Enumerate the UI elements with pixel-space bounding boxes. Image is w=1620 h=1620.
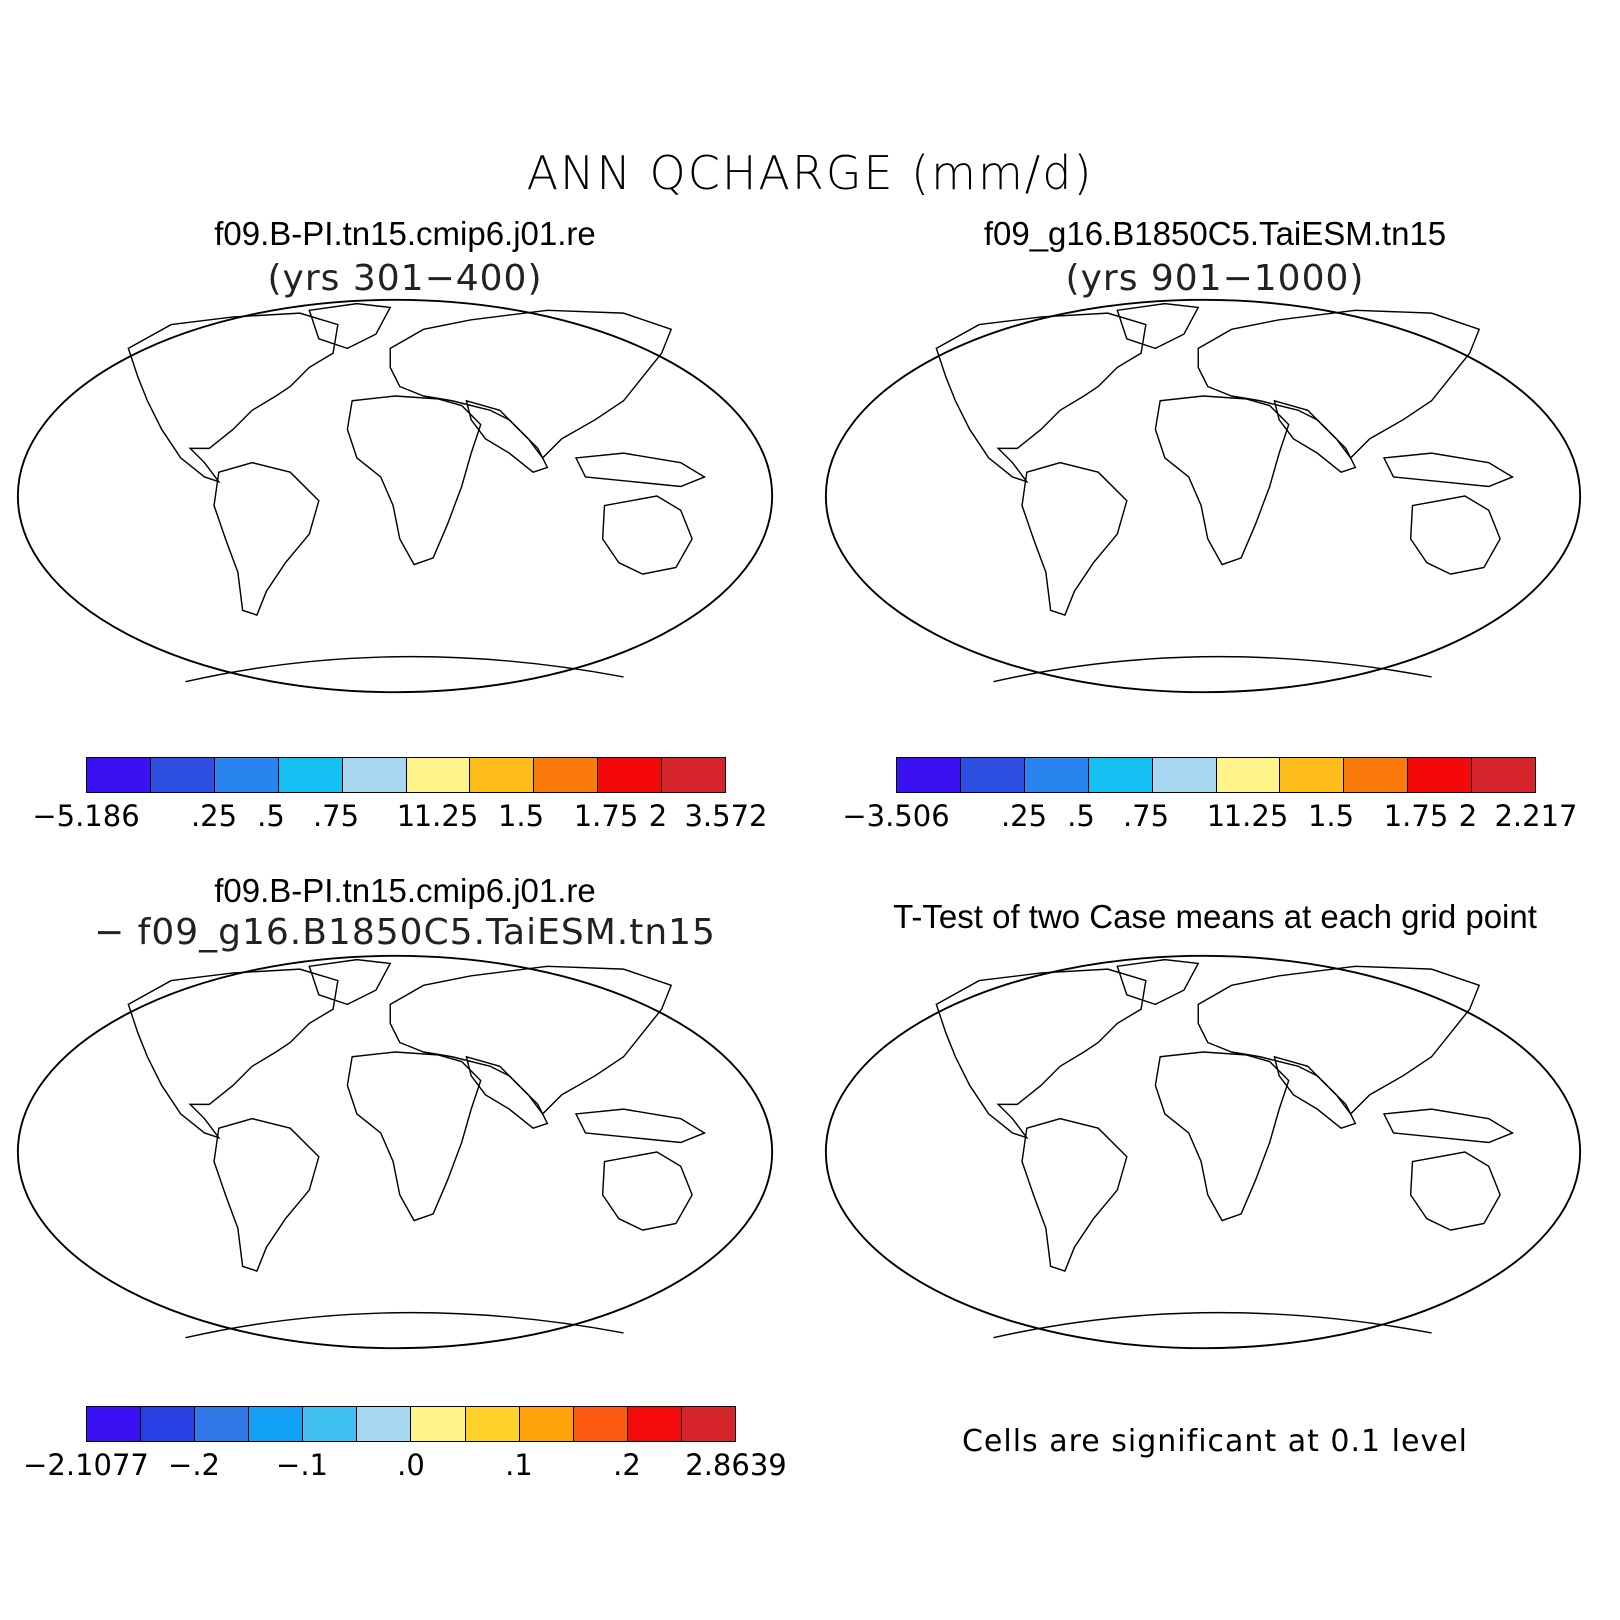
top-left-colorbar-swatch <box>149 758 214 792</box>
ttest-map <box>824 954 1582 1350</box>
bottom-left-colorbar-tick-label: −.1 <box>276 1448 328 1482</box>
bottom-left-colorbar-swatch <box>248 1407 303 1441</box>
top-right-colorbar-tick-label: 1.5 <box>1307 799 1355 833</box>
bottom-left-colorbar-swatch <box>87 1407 141 1441</box>
top-left-colorbar: −5.186 .25 .5 .75 1 1.25 1.5 1.75 2 3.572 <box>32 757 768 837</box>
page-title: ANN QCHARGE (mm/d) <box>526 146 1094 200</box>
top-right-colorbar-swatch <box>1087 758 1152 792</box>
top-right-case-name: f09_g16.B1850C5.TaiESM.tn15 <box>983 215 1447 252</box>
top-left-colorbar-swatch <box>87 758 150 792</box>
top-left-colorbar-tick-label: 1.75 <box>573 799 639 833</box>
bottom-left-map <box>16 954 774 1350</box>
top-right-colorbar-tick-label: 2.217 <box>1494 799 1578 833</box>
ttest-title: T-Test of two Case means at each grid po… <box>893 898 1537 935</box>
bottom-left-colorbar-swatch <box>356 1407 411 1441</box>
top-left-colorbar-swatch <box>277 758 342 792</box>
top-left-colorbar-swatch <box>661 758 726 792</box>
significance-note: Cells are significant at 0.1 level <box>961 1424 1468 1459</box>
top-right-years: (yrs 901−1000) <box>1065 258 1365 299</box>
top-left-colorbar-swatch <box>341 758 406 792</box>
top-left-colorbar-swatch <box>469 758 534 792</box>
bottom-left-colorbar-swatch <box>680 1407 735 1441</box>
top-left-map <box>16 298 774 694</box>
top-right-colorbar-swatch <box>1343 758 1408 792</box>
top-right-colorbar-tick-label: .75 <box>1122 799 1170 833</box>
bottom-left-colorbar-swatch <box>518 1407 573 1441</box>
top-right-colorbar-tick-label: 2 <box>1458 799 1478 833</box>
bottom-left-colorbar: −2.1077 −.2 −.1 .0 .1 .2 2.8639 <box>23 1406 787 1486</box>
top-left-colorbar-tick-label: −5.186 <box>32 799 140 833</box>
top-right-colorbar-tick-label: .25 <box>1000 799 1048 833</box>
top-right-colorbar-tick-label: 1.75 <box>1383 799 1449 833</box>
bottom-left-colorbar-swatch <box>194 1407 249 1441</box>
top-right-colorbar-swatch <box>897 758 960 792</box>
top-left-colorbar-tick-label: .5 <box>257 799 285 833</box>
bottom-left-colorbar-tick-label: .0 <box>397 1448 425 1482</box>
bottom-left-case-name: f09.B-PI.tn15.cmip6.j01.re <box>214 872 596 909</box>
top-left-colorbar-tick-label: 1.5 <box>497 799 545 833</box>
top-right-colorbar-swatch <box>1279 758 1344 792</box>
bottom-left-colorbar-tick-label: −.2 <box>168 1448 220 1482</box>
bottom-left-colorbar-swatch <box>572 1407 627 1441</box>
top-left-colorbar-swatch <box>533 758 598 792</box>
bottom-left-colorbar-swatch <box>140 1407 195 1441</box>
top-right-colorbar-swatch <box>1023 758 1088 792</box>
top-left-years: (yrs 301−400) <box>267 258 543 299</box>
top-right-colorbar-swatch <box>1151 758 1216 792</box>
top-right-map <box>824 298 1582 694</box>
top-right-colorbar-tick-label: .5 <box>1067 799 1095 833</box>
top-right-colorbar: −3.506 .25 .5 .75 1 1.25 1.5 1.75 2 2.217 <box>842 757 1578 837</box>
bottom-left-colorbar-swatch <box>626 1407 681 1441</box>
bottom-left-colorbar-tick-label: 2.8639 <box>685 1448 787 1482</box>
top-left-case-name: f09.B-PI.tn15.cmip6.j01.re <box>214 215 596 252</box>
top-right-colorbar-tick-label: −3.506 <box>842 799 950 833</box>
top-left-colorbar-tick-label: .75 <box>312 799 360 833</box>
top-right-colorbar-swatch <box>1407 758 1472 792</box>
bottom-left-colorbar-swatch <box>302 1407 357 1441</box>
top-left-colorbar-swatch <box>213 758 278 792</box>
top-right-colorbar-swatch <box>1471 758 1536 792</box>
top-left-colorbar-swatch <box>405 758 470 792</box>
bottom-left-colorbar-tick-label: .2 <box>613 1448 641 1482</box>
bottom-left-colorbar-swatch <box>464 1407 519 1441</box>
bottom-left-colorbar-swatch <box>410 1407 465 1441</box>
bottom-left-diff-label: − f09_g16.B1850C5.TaiESM.tn15 <box>94 912 716 953</box>
bottom-left-colorbar-tick-label: −2.1077 <box>23 1448 149 1482</box>
bottom-left-colorbar-tick-label: .1 <box>505 1448 533 1482</box>
top-left-colorbar-tick-label: 2 <box>648 799 668 833</box>
top-left-colorbar-swatch <box>597 758 662 792</box>
top-left-colorbar-tick-label: 1.25 <box>413 799 479 833</box>
top-left-colorbar-tick-label: 1 <box>396 799 416 833</box>
top-right-colorbar-swatch <box>1215 758 1280 792</box>
top-left-colorbar-tick-label: .25 <box>190 799 238 833</box>
top-right-colorbar-swatch <box>959 758 1024 792</box>
top-right-colorbar-tick-label: 1 <box>1206 799 1226 833</box>
top-left-colorbar-tick-label: 3.572 <box>684 799 768 833</box>
top-right-colorbar-tick-label: 1.25 <box>1223 799 1289 833</box>
